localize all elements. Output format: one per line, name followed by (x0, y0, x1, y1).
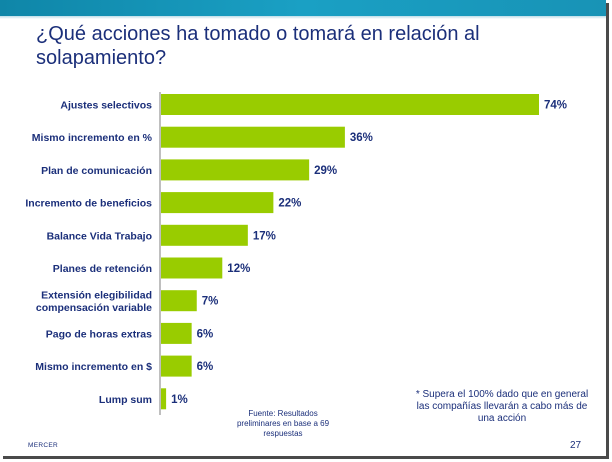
value-label: 6% (197, 361, 214, 373)
bar (161, 159, 310, 181)
footnote: * Supera el 100% dado que en general las… (412, 389, 592, 425)
category-label: Ajustes selectivos (60, 100, 152, 112)
header-accent-bar (0, 0, 606, 16)
page-number: 27 (570, 440, 582, 451)
category-label: Mismo incremento en $ (35, 361, 152, 373)
value-label: 36% (350, 132, 373, 144)
source-line-3: respuestas (263, 429, 303, 438)
source-line-2: preliminares en base a 69 (236, 419, 330, 428)
slide-title: ¿Qué acciones ha tomado o tomará en rela… (36, 22, 596, 70)
category-label: compensación variable (36, 302, 152, 314)
category-label: Plan de comunicación (41, 165, 152, 177)
value-label: 1% (171, 394, 188, 406)
category-label: Incremento de beneficios (25, 198, 152, 210)
value-label: 17% (253, 230, 276, 242)
bar (161, 322, 192, 344)
slide-title-line-1: ¿Qué acciones ha tomado o tomará en rela… (36, 23, 480, 45)
category-label: Planes de retención (53, 263, 152, 275)
mercer-logo: MERCER (28, 442, 58, 449)
category-label: Lump sum (99, 394, 152, 406)
bar (161, 290, 197, 312)
source-line-1: Fuente: Resultados (248, 409, 318, 418)
category-label: Extensión elegibilidad (41, 289, 152, 301)
value-label: 7% (202, 296, 219, 308)
category-label: Mismo incremento en % (32, 132, 153, 144)
footnote-line-2: las compañías llevarán a cabo más de (416, 401, 588, 412)
value-label: 12% (227, 263, 250, 275)
slide: ¿Qué acciones ha tomado o tomará en rela… (0, 0, 606, 451)
bar (161, 224, 248, 246)
category-label: Balance Vida Trabajo (47, 230, 152, 242)
footnote-line-1: * Supera el 100% dado que en general (415, 389, 589, 400)
bar (161, 192, 274, 214)
value-label: 29% (314, 165, 337, 177)
source-note: Fuente: Resultados preliminares en base … (224, 409, 342, 439)
value-label: 22% (278, 198, 301, 210)
value-label: 6% (197, 328, 214, 340)
bar (161, 94, 539, 115)
slide-title-line-2: solapamiento? (36, 47, 167, 69)
value-label: 74% (544, 100, 567, 112)
footnote-line-3: una acción (477, 413, 527, 424)
bar (161, 388, 167, 410)
header-accent-shadow (0, 16, 606, 19)
bar (161, 355, 192, 377)
bar-chart: 74% Ajustes selectivos 36% Mismo incremento… (25, 92, 567, 415)
bar (161, 257, 223, 279)
category-label: Pago de horas extras (46, 328, 152, 340)
bar (161, 126, 345, 148)
